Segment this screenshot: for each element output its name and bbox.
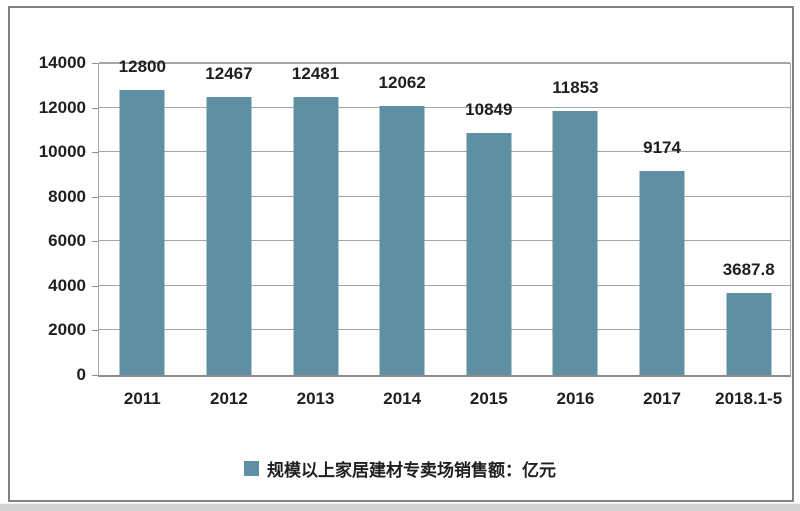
bar-value-label: 10849 xyxy=(465,100,513,120)
gridline-14000 xyxy=(99,62,790,63)
y-tick-mark xyxy=(92,285,98,287)
bar-2018.1-5 xyxy=(726,292,772,375)
bar-slot-2016: 11853 2016 xyxy=(532,64,619,408)
bar-2014 xyxy=(379,106,425,375)
y-tick-mark xyxy=(92,107,98,109)
bar-value-label: 11853 xyxy=(552,77,599,97)
gridline-4000 xyxy=(99,284,790,286)
y-tick-label: 4000 xyxy=(48,275,86,295)
bar-2017 xyxy=(639,170,685,375)
bar-2015 xyxy=(466,133,512,375)
gridline-6000 xyxy=(99,240,790,242)
bar-value-label: 12481 xyxy=(291,63,340,83)
bar-value-label: 9174 xyxy=(643,137,681,157)
y-tick-label: 10000 xyxy=(38,142,86,162)
bar-2013 xyxy=(293,96,339,375)
gridline-12000 xyxy=(99,106,790,108)
bar-slot-2017: 9174 2017 xyxy=(619,64,706,408)
gridline-10000 xyxy=(99,151,790,153)
bar-slot-2012: 12467 2012 xyxy=(186,64,273,408)
y-tick-label: 2000 xyxy=(48,320,86,340)
bar-slot-2018.1-5: 3687.8 2018.1-5 xyxy=(705,64,792,408)
bar-slot-2013: 12481 2013 xyxy=(272,63,359,408)
x-tick-label-2016: 2016 xyxy=(556,389,595,408)
bar-slot-2011: 12800 2011 xyxy=(99,57,186,408)
bar-value-label: 12467 xyxy=(205,64,253,84)
legend: 规模以上家居建材专卖场销售额：亿元 xyxy=(8,456,792,481)
plot-area: 12800 2011 12467 2012 12481 2013 12062 2014 1084… xyxy=(98,57,792,408)
y-tick-mark xyxy=(92,375,98,376)
y-tick-label: 12000 xyxy=(38,97,86,117)
y-tick-mark xyxy=(92,330,98,332)
y-tick-label: 6000 xyxy=(48,231,86,251)
bar-value-label: 3687.8 xyxy=(722,259,775,279)
bar-2011 xyxy=(119,89,165,375)
x-tick-label-2017: 2017 xyxy=(643,389,681,408)
x-tick-label-2018.1-5: 2018.1-5 xyxy=(715,389,783,408)
gridline-8000 xyxy=(99,195,790,197)
y-tick-mark xyxy=(92,241,98,243)
x-tick-label-2013: 2013 xyxy=(296,389,335,408)
x-tick-label-2014: 2014 xyxy=(383,389,422,408)
bottom-strip xyxy=(0,503,800,511)
x-tick-label-2015: 2015 xyxy=(469,389,508,408)
y-tick-mark xyxy=(92,152,98,154)
bar-value-label: 12062 xyxy=(378,73,426,93)
x-tick-label-2012: 2012 xyxy=(210,389,248,408)
bar-slot-2014: 12062 2014 xyxy=(359,64,446,408)
bar-slot-2015: 10849 2015 xyxy=(446,64,533,408)
y-tick-mark xyxy=(92,196,98,198)
y-tick-label: 14000 xyxy=(38,53,86,72)
x-tick-label-2011: 2011 xyxy=(123,389,161,408)
y-tick-label: 8000 xyxy=(48,186,86,206)
bar-2016 xyxy=(552,110,598,375)
y-tick-label: 0 xyxy=(76,365,86,384)
legend-label: 规模以上家居建材专卖场销售额：亿元 xyxy=(267,461,556,480)
bar-value-label: 12800 xyxy=(118,56,166,76)
legend-swatch-icon xyxy=(244,461,259,476)
bar-2012 xyxy=(206,97,252,375)
y-tick-mark xyxy=(92,63,98,64)
gridline-2000 xyxy=(99,329,790,331)
